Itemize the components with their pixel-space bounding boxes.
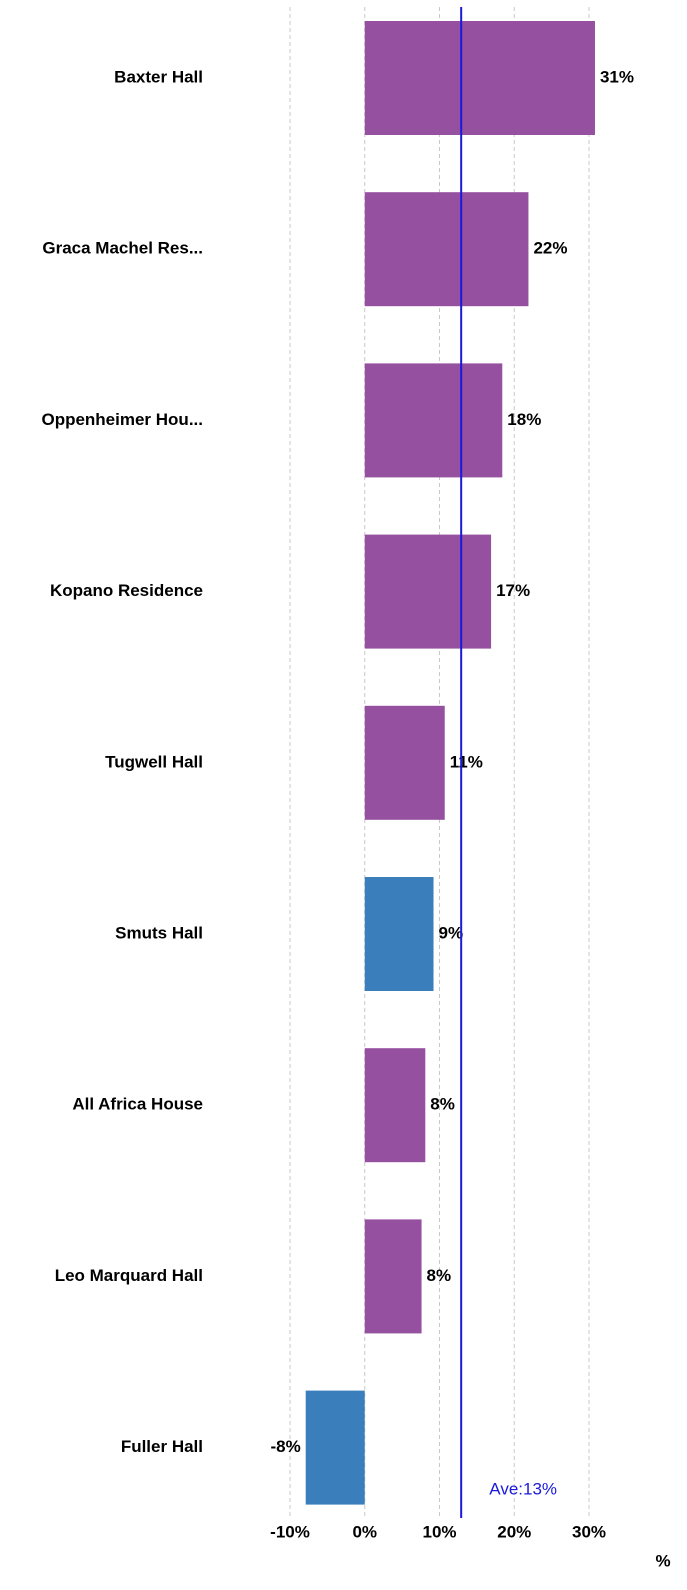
- category-label: Kopano Residence: [50, 581, 203, 600]
- x-axis-label: %: [655, 1551, 670, 1570]
- category-label: Baxter Hall: [114, 67, 203, 86]
- category-label: Leo Marquard Hall: [55, 1266, 203, 1285]
- category-label: Oppenheimer Hou...: [41, 410, 203, 429]
- data-label: 8%: [427, 1266, 452, 1285]
- x-tick-label: 10%: [422, 1522, 456, 1541]
- x-tick-label: 20%: [497, 1522, 531, 1541]
- bar: [364, 534, 492, 649]
- x-tick-label: 0%: [352, 1522, 377, 1541]
- data-label: 18%: [507, 410, 541, 429]
- data-label: 9%: [439, 923, 464, 942]
- bar: [364, 21, 595, 135]
- bar: [305, 1390, 365, 1505]
- bar: [364, 877, 434, 991]
- bar: [364, 363, 503, 478]
- category-label: Smuts Hall: [115, 923, 203, 942]
- data-label: 17%: [496, 581, 530, 600]
- bar: [364, 192, 529, 307]
- data-label: 31%: [600, 67, 634, 86]
- data-label: -8%: [270, 1437, 300, 1456]
- x-tick-label: -10%: [270, 1522, 310, 1541]
- data-label: 22%: [533, 239, 567, 258]
- category-label: Tugwell Hall: [105, 752, 203, 771]
- bar: [364, 705, 445, 820]
- x-tick-label: 30%: [572, 1522, 606, 1541]
- bar: [364, 1048, 426, 1163]
- bar: [364, 1219, 422, 1334]
- category-label: All Africa House: [72, 1095, 203, 1114]
- data-label: 11%: [450, 752, 483, 771]
- category-label: Fuller Hall: [121, 1437, 203, 1456]
- data-label: 8%: [430, 1095, 455, 1114]
- category-label: Graca Machel Res...: [42, 239, 203, 258]
- average-label: Ave:13%: [489, 1479, 557, 1498]
